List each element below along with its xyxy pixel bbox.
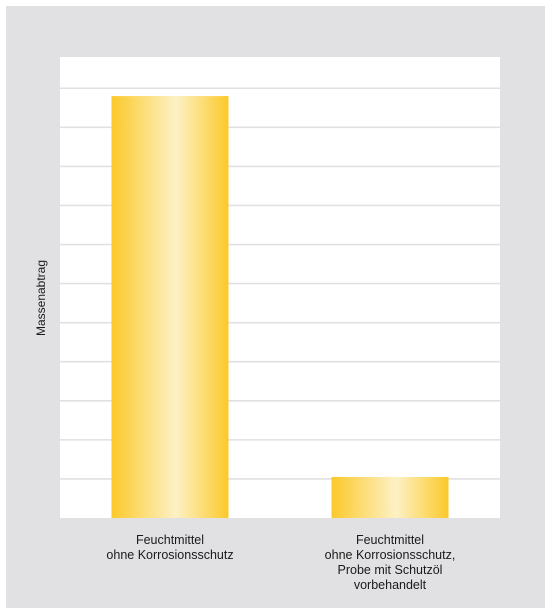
y-axis-label: Massenabtrag — [34, 259, 48, 337]
bar — [331, 476, 449, 518]
x-tick-label: Feuchtmittel ohne Korrosionsschutz, Prob… — [324, 533, 456, 592]
bar — [111, 96, 229, 518]
x-tick-label: Feuchtmittel ohne Korrosionsschutz — [106, 533, 234, 562]
bars — [111, 96, 449, 518]
